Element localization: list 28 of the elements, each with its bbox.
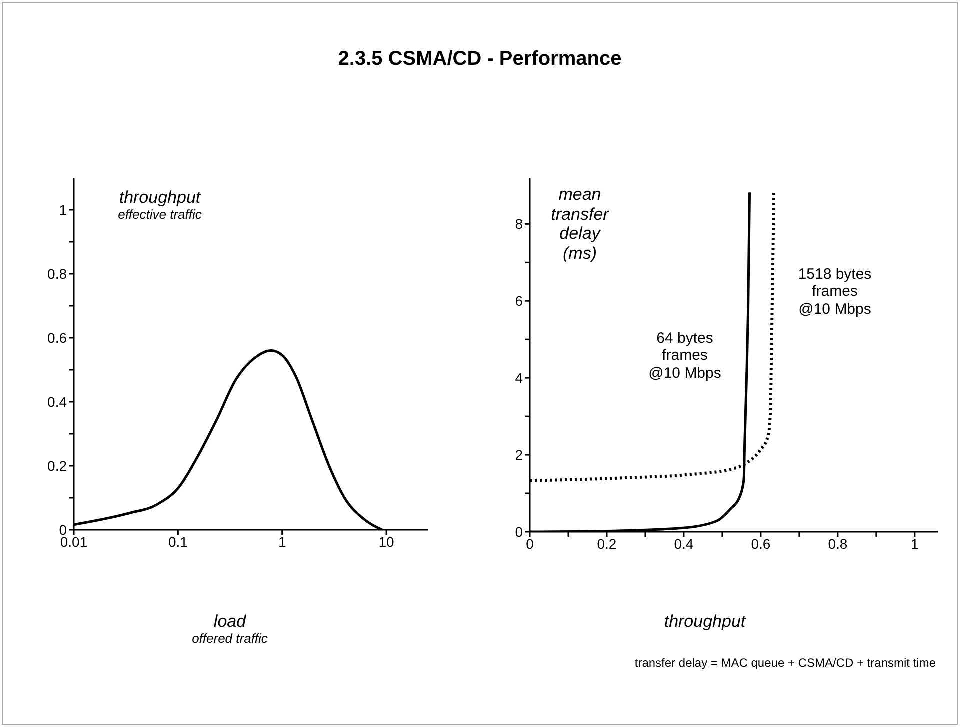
- y-tick-label: 6: [515, 293, 524, 310]
- y-tick-label: 0.6: [48, 330, 68, 346]
- y-tick-label: 1: [59, 202, 68, 218]
- y-tick-label: 0.4: [48, 394, 68, 410]
- y-tick-label: 8: [515, 216, 524, 232]
- series-label: 64 bytes frames @10 Mbps: [648, 330, 722, 382]
- y-tick-label: 0: [515, 524, 524, 540]
- x-tick-label: 0.2: [597, 536, 617, 552]
- x-tick-label: 1: [911, 536, 920, 552]
- x-tick-label: 0.4: [674, 536, 694, 552]
- y-axis-title: throughput effective traffic: [117, 188, 203, 222]
- x-tick-label: 0.6: [751, 536, 771, 552]
- x-axis-title: throughput: [663, 612, 748, 632]
- y-tick-label: 0.2: [48, 458, 68, 474]
- y-tick-label: 2: [515, 447, 524, 464]
- series-label: 1518 bytes frames @10 Mbps: [797, 266, 873, 318]
- x-tick-label: 10: [378, 534, 395, 550]
- x-tick-label: 0.1: [168, 534, 188, 550]
- y-tick-label: 0.8: [48, 266, 68, 282]
- x-axis-title: load offered traffic: [191, 612, 269, 646]
- y-tick-label: 4: [515, 370, 524, 386]
- text: 2.3.5 CSMA/CD - Performance: [337, 48, 623, 71]
- x-tick-label: 0.8: [828, 536, 848, 552]
- x-tick-label: 1: [278, 534, 286, 550]
- text: transfer delay = MAC queue + CSMA/CD + transmit time: [634, 656, 936, 670]
- x-tick-label: 0: [526, 536, 534, 552]
- y-axis-title: mean transfer delay (ms): [550, 185, 610, 264]
- y-tick-label: 0: [59, 522, 68, 538]
